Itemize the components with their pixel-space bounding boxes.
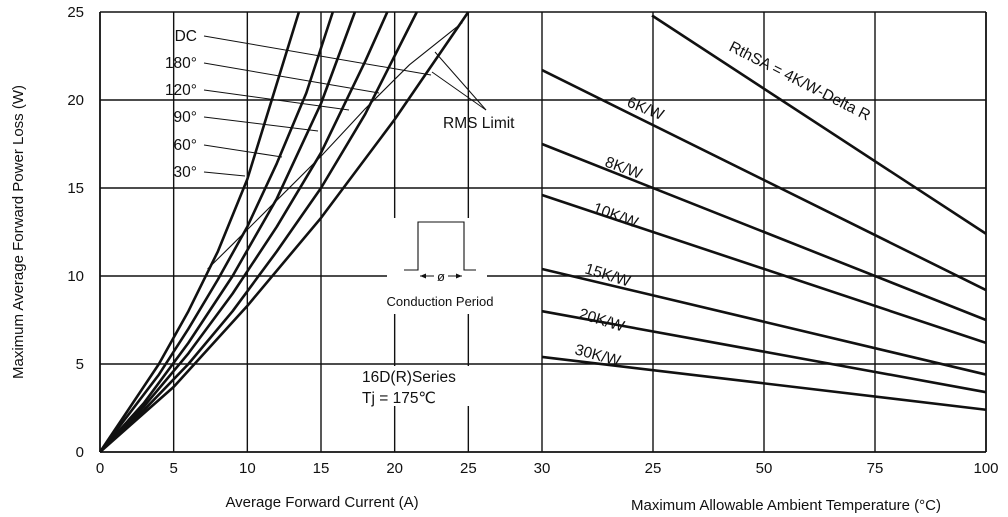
- series-label-background: [352, 366, 492, 406]
- leader-180deg: [203, 62, 380, 94]
- phi-background: [434, 268, 448, 282]
- label-60deg: 60°: [174, 137, 197, 154]
- y-axis-title: Maximum Average Forward Power Loss (W): [10, 85, 27, 379]
- leader-90deg: [203, 116, 319, 132]
- conduction-waveform: [404, 221, 476, 271]
- y-tick-label-20: 20: [67, 92, 84, 109]
- heatsink-label-6: 30K/W: [573, 341, 623, 370]
- right-x-tick-label-1: 25: [645, 460, 662, 477]
- series-group: [98, 11, 987, 453]
- y-tick-label-10: 10: [67, 268, 84, 285]
- heatsink-line-3: [541, 193, 987, 345]
- left-x-tick-label-15: 15: [313, 460, 330, 477]
- left-x-tick-label-10: 10: [239, 460, 256, 477]
- leader-120deg: [203, 89, 350, 111]
- left-x-tick-label-25: 25: [460, 460, 477, 477]
- curve-120deg: [99, 11, 389, 453]
- inset-background: [387, 218, 487, 314]
- heatsink-label-5: 20K/W: [577, 306, 627, 336]
- heatsink-label-2: 8K/W: [603, 154, 645, 183]
- labels-group: RMS Limit 30° 60° 90° 120° 180° DC ø Conduction …: [165, 28, 873, 407]
- y-tick-label-15: 15: [67, 180, 84, 197]
- heatsink-line-2: [541, 142, 987, 322]
- grid: [100, 11, 986, 452]
- heatsink-line-0: [651, 14, 987, 235]
- rms-limit-line: [207, 22, 463, 270]
- curve-60deg: [98, 11, 335, 453]
- heatsink-line-5: [541, 309, 987, 394]
- conduction-arrow-left: [420, 273, 426, 279]
- left-x-axis-title: Average Forward Current (A): [225, 494, 418, 511]
- rms-leader-2: [431, 71, 487, 111]
- series-name-label: 16D(R)Series: [362, 369, 456, 386]
- heatsink-line-4: [541, 267, 987, 376]
- y-tick-label-0: 0: [76, 444, 84, 461]
- label-120deg: 120°: [165, 82, 197, 99]
- rms-leader-1: [434, 51, 487, 111]
- phi-symbol: ø: [437, 269, 445, 284]
- curve-90deg: [99, 11, 357, 453]
- label-DC: DC: [175, 28, 197, 45]
- heatsink-label-3: 10K/W: [591, 200, 641, 232]
- y-tick-label-25: 25: [67, 4, 84, 21]
- right-x-tick-label-4: 100: [973, 460, 998, 477]
- leader-DC: [203, 35, 432, 76]
- rms-limit-label: RMS Limit: [443, 115, 515, 132]
- axes: 0 5 10 15 20 25 0 5 10 15 20 25 30 25 50 75 100: [67, 4, 998, 477]
- right-x-tick-label-3: 75: [867, 460, 884, 477]
- label-30deg: 30°: [174, 164, 197, 181]
- right-x-axis-title: Maximum Allowable Ambient Temperature (°…: [631, 497, 941, 514]
- right-x-tick-label-2: 50: [756, 460, 773, 477]
- heatsink-line-1: [541, 68, 987, 292]
- curve-180deg: [99, 11, 418, 453]
- heatsink-line-6: [541, 355, 987, 412]
- leader-30deg: [203, 171, 246, 177]
- y-tick-label-5: 5: [76, 356, 84, 373]
- leader-60deg: [203, 144, 283, 158]
- label-90deg: 90°: [174, 109, 197, 126]
- curve-30deg: [98, 11, 301, 453]
- heatsink-label-4: 15K/W: [583, 261, 633, 291]
- heatsink-label-1: 6K/W: [625, 94, 667, 124]
- left-x-tick-label-0: 0: [96, 460, 104, 477]
- conduction-arrow-right: [456, 273, 462, 279]
- left-x-tick-label-5: 5: [169, 460, 177, 477]
- label-180deg: 180°: [165, 55, 197, 72]
- tj-label: Tj = 175℃: [362, 390, 436, 407]
- conduction-period-label: Conduction Period: [387, 294, 494, 309]
- left-x-tick-label-20: 20: [386, 460, 403, 477]
- curve-DC: [99, 11, 470, 453]
- left-x-tick-label-30: 30: [534, 460, 551, 477]
